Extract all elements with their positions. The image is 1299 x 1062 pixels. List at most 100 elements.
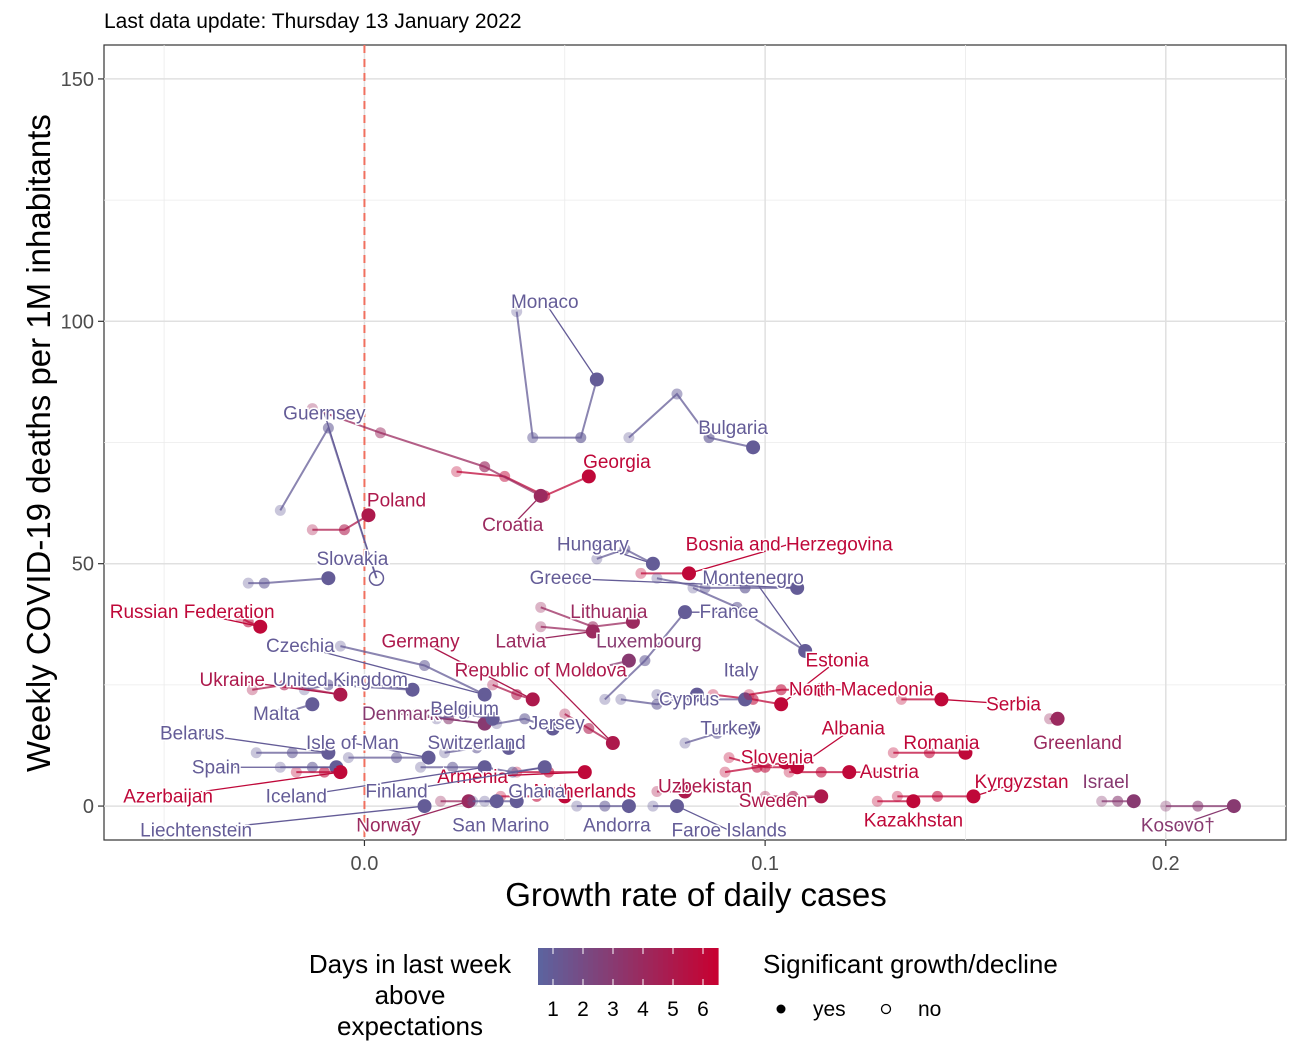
country-trace	[679, 721, 761, 749]
country-label: Hungary	[557, 534, 629, 555]
color-scale-label: 3	[607, 998, 619, 1021]
country-label: Norway	[356, 815, 421, 836]
data-point	[651, 786, 663, 798]
country-label: Spain	[192, 757, 241, 778]
country-label: Bulgaria	[698, 418, 768, 439]
color-scale-segment	[678, 948, 684, 985]
shape-legend-title: Significant growth/decline	[763, 949, 1058, 979]
data-point	[305, 697, 320, 712]
country-label: Guernsey	[283, 403, 366, 424]
shape-legend-yes-label: yes	[813, 998, 846, 1021]
country-trace	[491, 713, 560, 736]
country-label: Kyrgyzstan	[975, 772, 1069, 793]
country-trace	[242, 571, 336, 589]
data-point	[895, 693, 907, 705]
data-point	[746, 440, 761, 455]
data-point	[419, 659, 431, 671]
data-point	[1096, 795, 1108, 807]
data-point	[334, 640, 346, 652]
country-label: Romania	[903, 733, 979, 754]
country-label: United Kingdom	[273, 670, 408, 691]
color-legend-title-line-3: expectations	[337, 1011, 483, 1041]
data-point	[647, 800, 659, 812]
color-scale-segment	[598, 948, 604, 985]
country-trace	[1044, 711, 1065, 726]
data-point	[491, 718, 503, 730]
color-scale-segment	[543, 948, 549, 985]
country-trace	[431, 708, 500, 726]
label-leader-line	[232, 679, 341, 696]
color-scale-segment	[668, 948, 674, 985]
data-point	[621, 653, 636, 668]
country-label: Estonia	[806, 651, 870, 672]
data-point	[322, 679, 334, 691]
data-point	[519, 713, 531, 725]
data-point	[286, 747, 298, 759]
label-leader-line	[400, 713, 485, 725]
data-point	[751, 761, 763, 773]
country-label: Republic of Moldova	[455, 660, 628, 681]
x-axis-ticks: 0.0 0.1 0.2	[351, 840, 1180, 875]
country-label: Belgium	[430, 699, 499, 720]
color-scale-segment	[623, 948, 629, 985]
data-point	[479, 461, 491, 473]
label-leader-line	[780, 660, 838, 705]
data-point	[711, 727, 723, 739]
country-label-layer: Monaco Bulgaria Guernsey Georgia Croatia Pola…	[108, 290, 1235, 843]
country-trace	[439, 740, 516, 759]
data-point	[703, 432, 715, 444]
country-label: Serbia	[986, 694, 1041, 715]
data-point	[783, 766, 795, 778]
data-point	[690, 687, 705, 702]
data-point	[635, 567, 647, 579]
data-point	[743, 689, 755, 701]
shape-legend-yes-marker	[776, 1004, 786, 1014]
label-leader-line	[340, 679, 413, 691]
country-label: Bosnia and Herzegovina	[686, 534, 893, 555]
data-point	[489, 794, 504, 809]
data-point	[719, 766, 731, 778]
data-point-not-significant	[368, 570, 385, 586]
data-point	[306, 403, 318, 415]
country-label: Luxembourg	[596, 631, 702, 652]
color-scale-segment	[673, 948, 679, 985]
color-scale-segment	[683, 948, 689, 985]
color-scale-segment	[698, 948, 704, 985]
country-label: Israel	[1082, 772, 1128, 793]
data-point	[619, 543, 631, 555]
country-label: Sweden	[739, 791, 808, 812]
data-point	[723, 752, 735, 764]
country-label: Malta	[253, 704, 300, 725]
y-tick-label: 50	[72, 554, 94, 576]
data-point	[242, 577, 254, 589]
trace-line	[540, 625, 593, 633]
color-scale-label: 4	[637, 998, 649, 1021]
data-point	[1126, 794, 1141, 809]
trace-line	[628, 392, 754, 449]
country-label: Switzerland	[428, 733, 526, 754]
label-leader-line	[323, 413, 378, 579]
country-label: Austria	[860, 762, 920, 783]
color-scale-segment	[563, 948, 569, 985]
country-trace	[599, 605, 692, 705]
data-point	[258, 577, 270, 589]
country-label: Latvia	[495, 631, 546, 652]
color-scale-segment	[608, 948, 614, 985]
data-point	[815, 766, 827, 778]
shape-legend-no-marker	[880, 1003, 892, 1015]
data-point	[415, 761, 427, 773]
country-trace	[1096, 794, 1141, 809]
color-legend-title-line-2: above	[375, 980, 446, 1010]
data-point	[435, 795, 447, 807]
data-point	[571, 800, 583, 812]
color-scale-segment	[603, 948, 609, 985]
y-tick-label: 100	[61, 311, 94, 333]
color-scale-segment	[558, 948, 564, 985]
color-scale-segment	[553, 948, 559, 985]
country-label: Jersey	[529, 714, 585, 735]
label-leader-line	[773, 795, 822, 802]
country-label: Uzbekistan	[658, 777, 752, 798]
